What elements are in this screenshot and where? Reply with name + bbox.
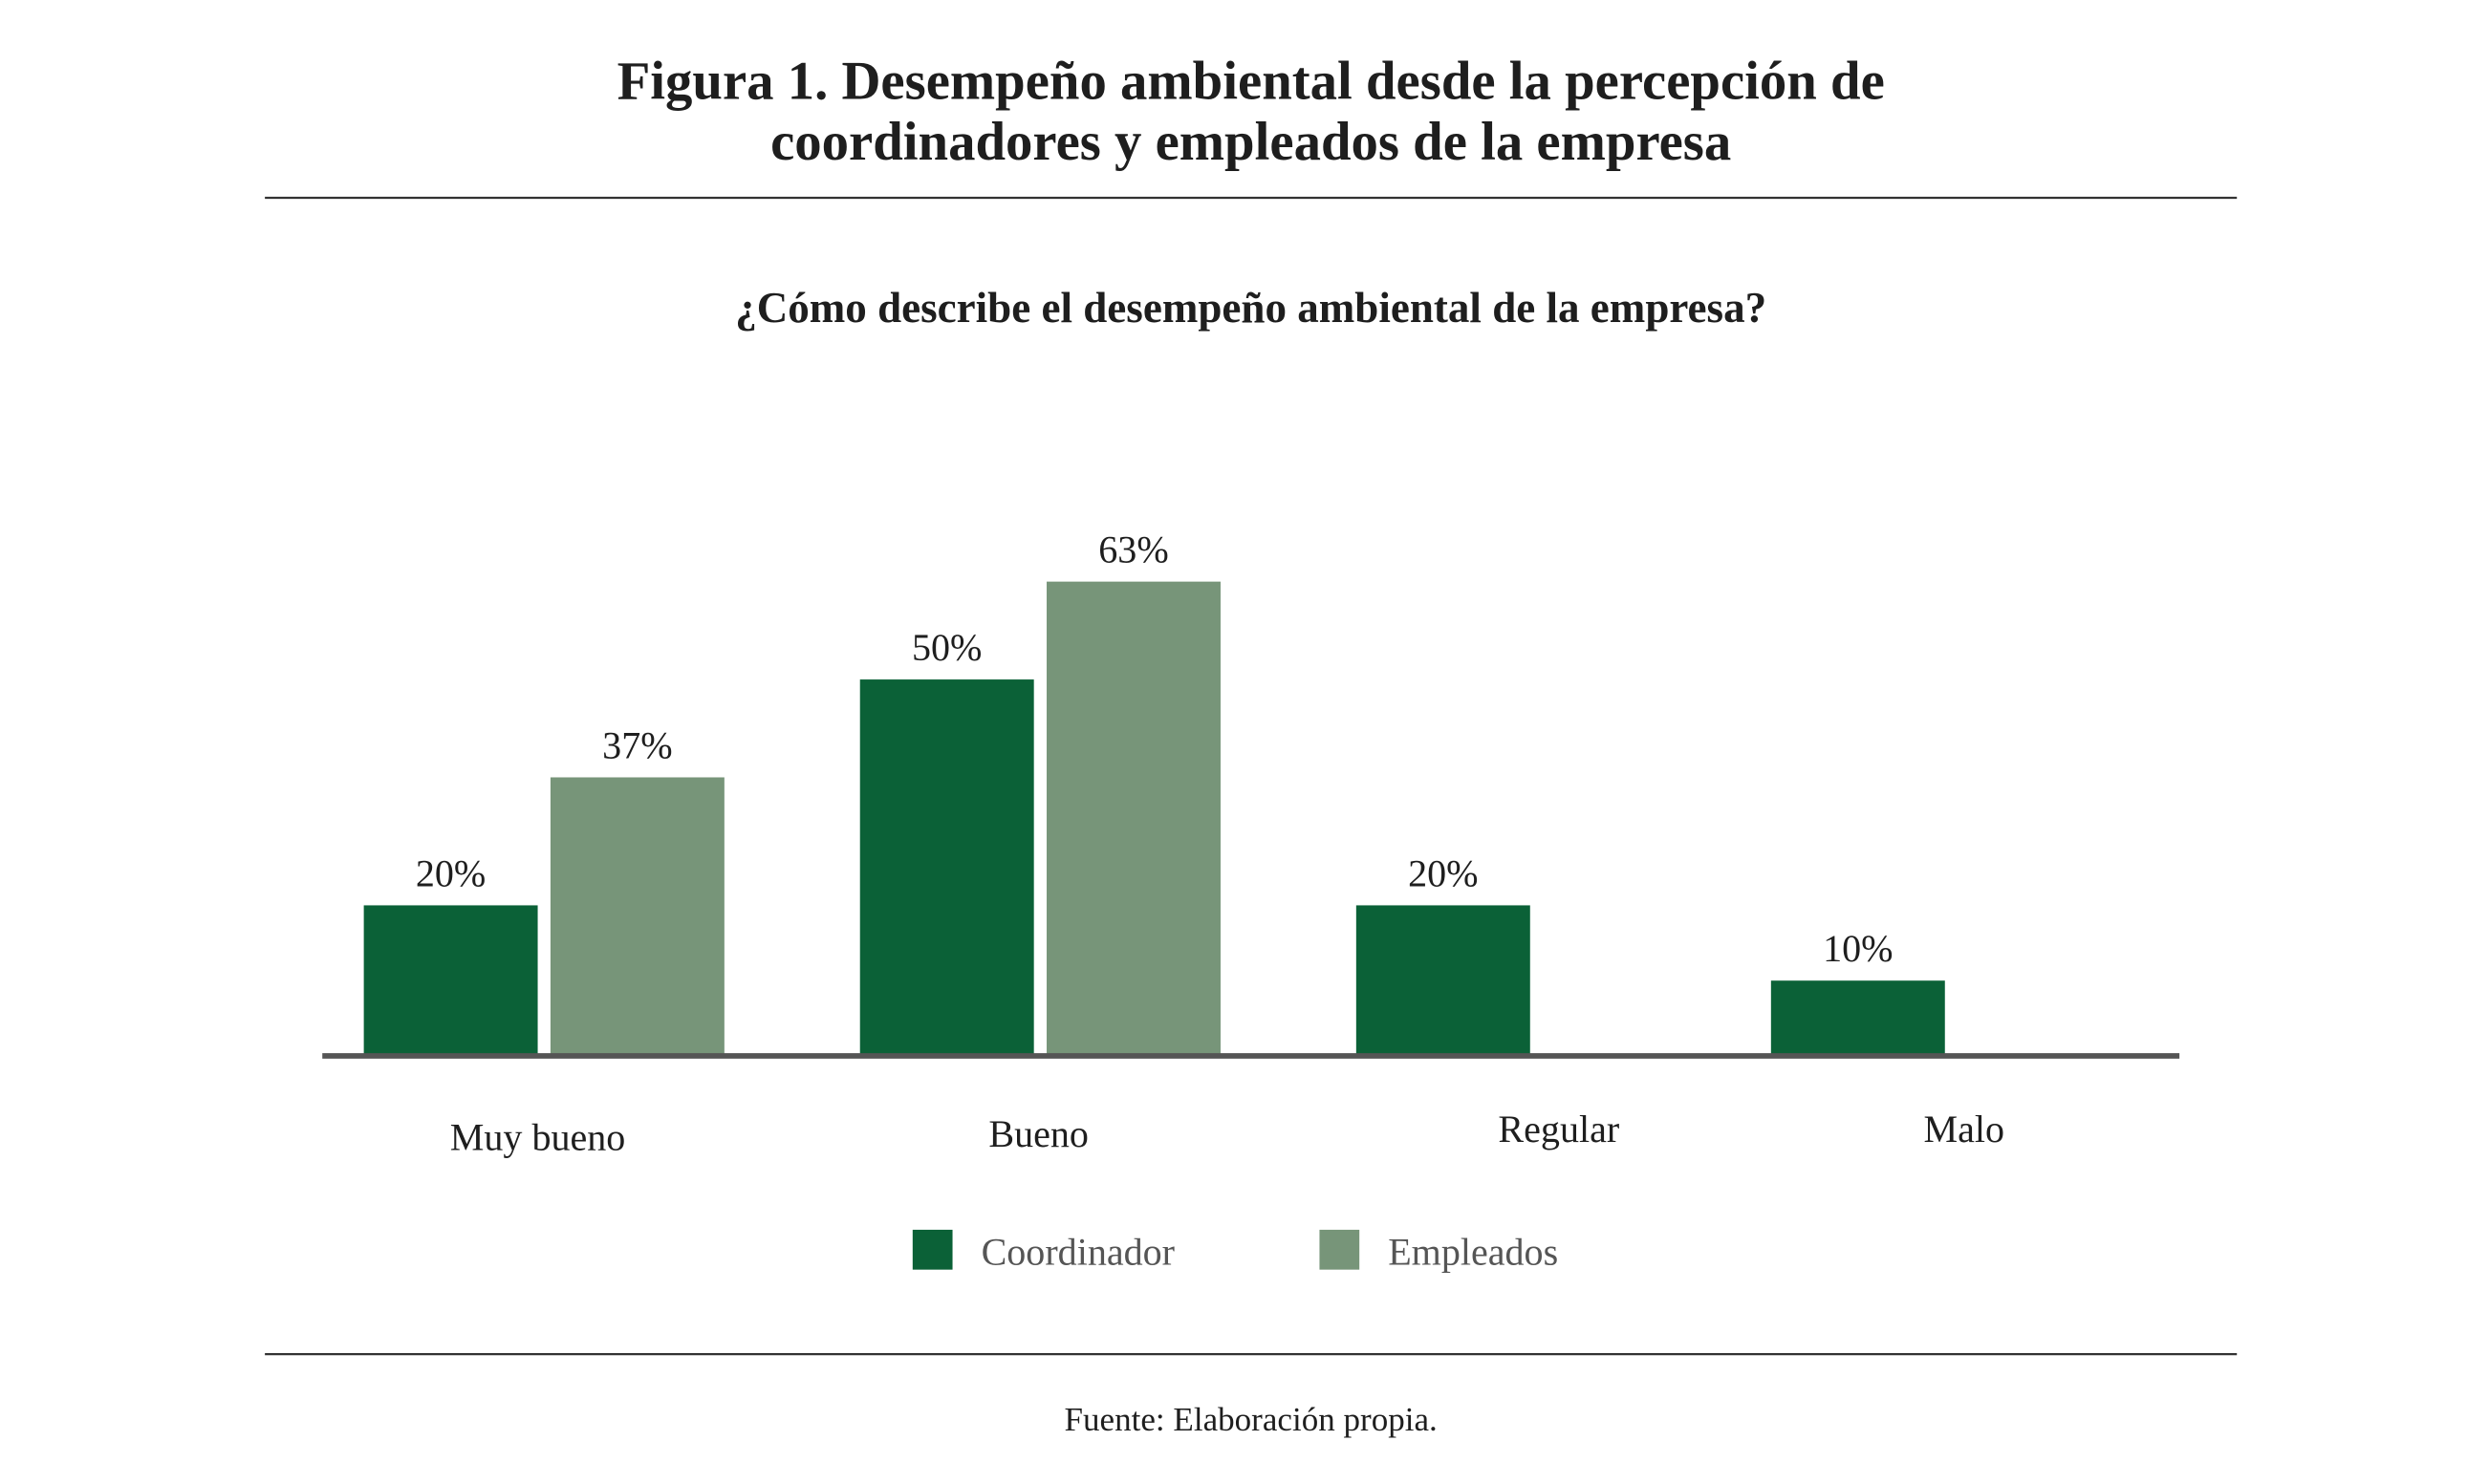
x-tick-label: Malo [1924,1108,2005,1151]
legend-swatch-empleados [1319,1229,1360,1270]
bar-coordinador-0 [363,905,538,1056]
legend-swatch-coordinador [912,1229,953,1270]
bar-empleados-1 [1047,581,1221,1056]
chart-title-line-2: coordinadores y empleados de la empresa [770,112,1731,172]
bar-empleados-0 [550,777,725,1056]
bar-coordinador-2 [1355,905,1530,1056]
bar-coordinador-1 [859,679,1034,1056]
data-label: 37% [602,723,672,766]
source-note: Fuente: Elaboración propia. [1065,1401,1438,1438]
chart-subtitle: ¿Cómo describe el desempeño ambiental de… [735,284,1766,332]
data-label: 63% [1098,528,1168,571]
legend-label-empleados: Empleados [1388,1231,1558,1274]
data-label: 50% [912,626,982,669]
legend-label-coordinador: Coordinador [982,1231,1175,1274]
x-tick-label: Bueno [988,1112,1089,1155]
x-tick-label: Muy bueno [450,1115,626,1158]
legend: Coordinador Empleados [912,1229,1558,1274]
data-label: 20% [416,851,486,894]
chart-title-line-1: Figura 1. Desempeño ambiental desde la p… [617,51,1885,111]
data-label: 20% [1408,851,1478,894]
x-tick-label: Regular [1498,1108,1619,1151]
plot-area: 20% 50% 20% 10% 37% 63% [363,528,1945,1056]
bar-coordinador-3 [1770,980,1945,1056]
data-label: 10% [1823,927,1893,970]
